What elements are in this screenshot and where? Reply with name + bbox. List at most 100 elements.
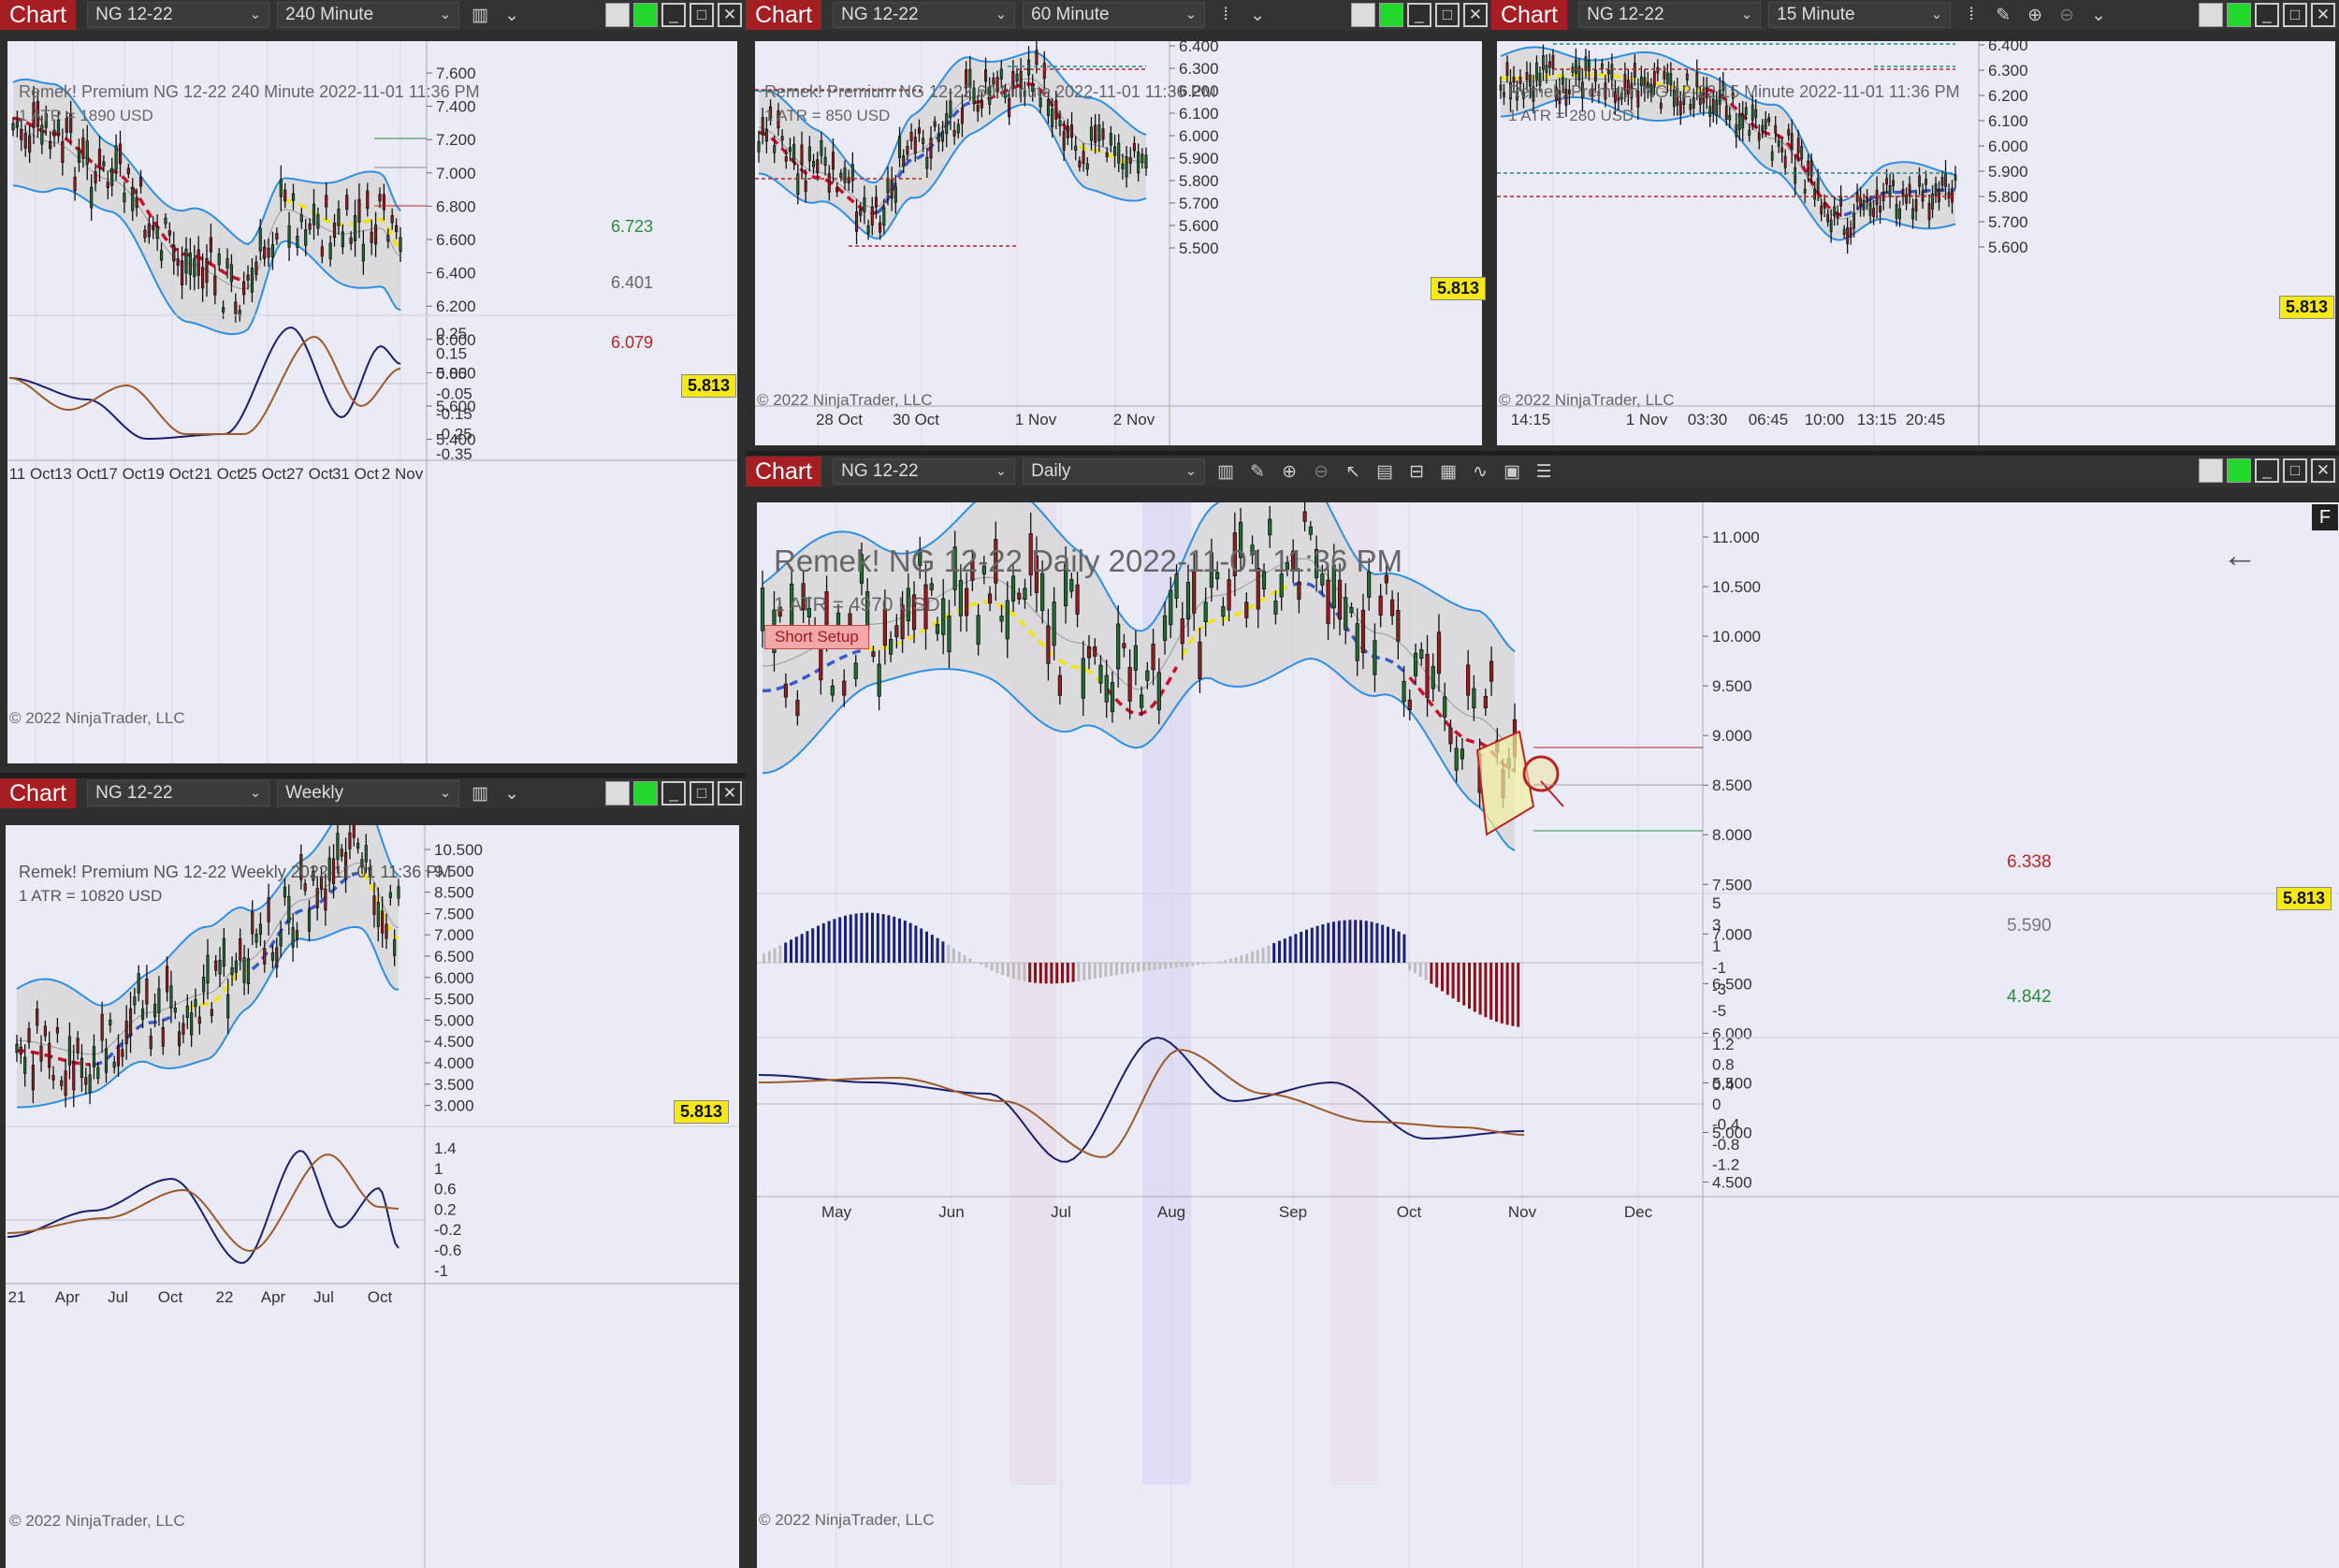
link-green-button[interactable] <box>2227 3 2251 27</box>
price-pane[interactable]: 11.000 10.500 10.000 9.500 9.000 8.500 8.000 7.… <box>757 502 2339 1568</box>
price-tick-label: 10.500 <box>434 841 483 859</box>
candle-body <box>229 264 234 283</box>
chart-tab[interactable]: Chart <box>0 778 77 808</box>
link-grey-button[interactable] <box>605 3 630 27</box>
minimize-icon[interactable]: _ <box>2255 3 2279 27</box>
chevron-down-icon: ⌄ <box>249 785 262 801</box>
close-icon[interactable]: ✕ <box>1463 3 1488 27</box>
bar-style-icon[interactable]: ⦙ <box>1969 5 1974 24</box>
interval-selector[interactable]: 60 Minute ⌄ <box>1023 2 1206 28</box>
candle-body <box>1027 59 1031 76</box>
bar-style-icon[interactable]: ▥ <box>1217 461 1235 482</box>
f-label[interactable]: F <box>2312 504 2338 530</box>
draw-tool-icon[interactable]: ✎ <box>1996 5 2012 25</box>
link-grey-button[interactable] <box>605 781 630 806</box>
price-pane[interactable]: 10.500 9.500 8.500 7.500 7.000 6.500 6.000 5.50… <box>6 825 739 1568</box>
candle-body <box>88 1074 92 1094</box>
candle-body <box>760 588 765 632</box>
interval-selector[interactable]: 15 Minute ⌄ <box>1768 2 1952 28</box>
candle-body <box>1764 119 1767 130</box>
candle-body <box>1144 154 1148 169</box>
candle-body <box>386 235 390 242</box>
chart-tab[interactable]: Chart <box>1491 0 1568 30</box>
link-green-button[interactable] <box>633 781 658 806</box>
close-icon[interactable]: ✕ <box>718 781 742 806</box>
macd-bar <box>1011 963 1015 980</box>
time-tick-label: Oct <box>1397 1203 1422 1221</box>
chevron-down-icon[interactable]: ⌄ <box>504 783 520 804</box>
data-box-icon[interactable]: ▤ <box>1376 461 1394 482</box>
macd-bar <box>1077 963 1081 981</box>
bar-style-icon[interactable]: ▥ <box>472 783 489 804</box>
candle-body <box>801 583 806 611</box>
instrument-selector[interactable]: NG 12-22 ⌄ <box>87 780 270 806</box>
candle-body <box>185 1005 189 1019</box>
link-green-button[interactable] <box>633 3 658 27</box>
link-grey-button[interactable] <box>2199 3 2223 27</box>
close-icon[interactable]: ✕ <box>2311 3 2335 27</box>
interval-selector[interactable]: Weekly ⌄ <box>277 780 460 806</box>
instrument-selector[interactable]: NG 12-22 ⌄ <box>833 458 1016 485</box>
instrument-selector[interactable]: NG 12-22 ⌄ <box>833 2 1016 28</box>
minimize-icon[interactable]: _ <box>2255 458 2279 483</box>
chart-trader-icon[interactable]: ⊟ <box>1409 461 1425 482</box>
interval-selector[interactable]: Daily ⌄ <box>1023 458 1206 485</box>
zoom-out-icon[interactable]: ⊖ <box>1314 461 1329 482</box>
pointer-icon[interactable]: ↖ <box>1345 461 1361 482</box>
macd-bar <box>1505 963 1509 1025</box>
chevron-down-icon: ⌄ <box>995 7 1008 22</box>
zoom-in-icon[interactable]: ⊕ <box>2027 5 2043 25</box>
candle-body <box>167 230 171 236</box>
maximize-icon[interactable]: □ <box>690 3 714 27</box>
candle-body <box>952 546 957 590</box>
candle-body <box>100 1013 104 1041</box>
candle-body <box>1070 124 1074 138</box>
maximize-icon[interactable]: □ <box>2283 458 2307 483</box>
link-grey-button[interactable] <box>1351 3 1375 27</box>
zoom-in-icon[interactable]: ⊕ <box>1282 461 1298 482</box>
indicators-icon[interactable]: ▦ <box>1440 461 1458 482</box>
minimize-icon[interactable]: _ <box>661 3 686 27</box>
time-tick-label: 21 Oct <box>195 465 241 483</box>
instrument-selector[interactable]: NG 12-22 ⌄ <box>87 2 270 28</box>
chart-tab[interactable]: Chart <box>746 457 822 486</box>
chevron-down-icon[interactable]: ⌄ <box>2091 5 2107 25</box>
draw-tool-icon[interactable]: ✎ <box>1250 461 1266 482</box>
close-icon[interactable]: ✕ <box>718 3 742 27</box>
candle-body <box>1093 646 1097 657</box>
osc-tick-label: -1.2 <box>1712 1155 1739 1173</box>
maximize-icon[interactable]: □ <box>1435 3 1460 27</box>
price-tick-label: 5.600 <box>1179 217 1219 235</box>
strategies-icon[interactable]: ∿ <box>1473 461 1489 482</box>
minimize-icon[interactable]: _ <box>661 781 686 806</box>
instrument-selector[interactable]: NG 12-22 ⌄ <box>1578 2 1762 28</box>
price-pane[interactable]: 7.600 7.400 7.200 7.000 6.800 6.600 6.400 6.200… <box>7 41 737 763</box>
chart-tab[interactable]: Chart <box>746 0 822 30</box>
candle-body <box>1558 90 1562 105</box>
interval-selector[interactable]: 240 Minute ⌄ <box>277 2 460 28</box>
price-pane[interactable]: 6.400 6.300 6.200 6.100 6.000 5.900 5.800 5.700… <box>1497 41 2335 445</box>
candle-body <box>1454 748 1459 771</box>
link-green-button[interactable] <box>1379 3 1403 27</box>
bar-style-icon[interactable]: ▥ <box>472 5 489 25</box>
maximize-icon[interactable]: □ <box>690 781 714 806</box>
zoom-out-icon[interactable]: ⊖ <box>2059 5 2075 25</box>
candle-body <box>1545 65 1548 73</box>
link-grey-button[interactable] <box>2199 458 2223 483</box>
back-arrow-icon[interactable]: ← <box>2222 536 2258 575</box>
minimize-icon[interactable]: _ <box>1407 3 1431 27</box>
properties-icon[interactable]: ☰ <box>1535 461 1552 482</box>
bar-style-icon[interactable]: ⦙ <box>1224 5 1228 24</box>
chevron-down-icon[interactable]: ⌄ <box>1250 5 1266 25</box>
chevron-down-icon[interactable]: ⌄ <box>504 5 520 25</box>
maximize-icon[interactable]: □ <box>2283 3 2307 27</box>
templates-icon[interactable]: ▣ <box>1504 461 1521 482</box>
last-price-tag: 5.813 <box>2276 887 2332 910</box>
close-icon[interactable]: ✕ <box>2311 458 2335 483</box>
price-pane[interactable]: 6.400 6.300 6.200 6.100 6.000 5.900 5.800 5.700… <box>755 41 1487 445</box>
price-tick-label: 3.000 <box>434 1097 474 1115</box>
chart-tab[interactable]: Chart <box>0 0 77 30</box>
link-green-button[interactable] <box>2227 458 2251 483</box>
macd-bar <box>957 951 961 963</box>
osc-tick-label: -0.25 <box>436 426 472 443</box>
